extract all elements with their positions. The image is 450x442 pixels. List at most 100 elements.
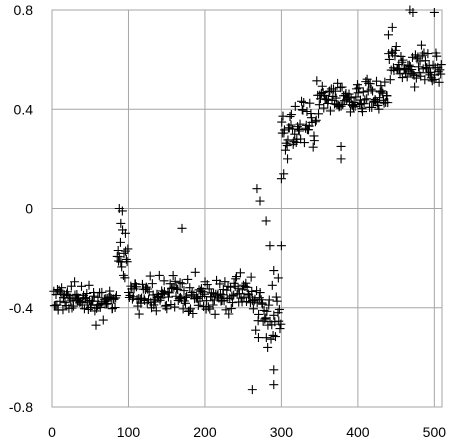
data-point xyxy=(174,293,184,303)
data-point xyxy=(168,271,178,281)
data-point xyxy=(248,304,258,314)
data-point xyxy=(290,129,300,139)
data-point xyxy=(306,113,316,123)
data-point xyxy=(435,65,445,75)
data-point xyxy=(413,52,423,62)
data-point xyxy=(247,385,257,395)
data-point xyxy=(350,101,360,111)
data-point xyxy=(159,276,169,286)
x-tick-label: 100 xyxy=(117,424,141,440)
data-point xyxy=(67,303,77,313)
data-point xyxy=(247,286,257,296)
data-point xyxy=(422,63,432,73)
data-point xyxy=(156,293,166,303)
data-point xyxy=(235,268,245,278)
data-point xyxy=(91,320,101,330)
data-point xyxy=(344,89,354,99)
data-point xyxy=(391,41,401,51)
data-point xyxy=(238,280,248,290)
data-point xyxy=(145,271,155,281)
data-point xyxy=(261,216,271,226)
data-point xyxy=(311,115,321,125)
data-point xyxy=(276,319,286,329)
data-point xyxy=(154,270,164,280)
data-point xyxy=(429,7,439,17)
data-point xyxy=(177,279,187,289)
data-point xyxy=(282,141,292,151)
data-point xyxy=(79,304,89,314)
data-point xyxy=(294,126,304,136)
data-point xyxy=(227,291,237,301)
x-tick-label: 400 xyxy=(346,424,370,440)
data-point xyxy=(319,90,329,100)
data-point xyxy=(273,273,283,283)
data-point xyxy=(185,283,195,293)
data-point xyxy=(269,310,279,320)
data-point xyxy=(383,30,393,40)
data-point xyxy=(110,303,120,313)
data-point xyxy=(402,72,412,82)
data-point xyxy=(290,101,300,111)
data-point xyxy=(115,237,125,247)
data-point xyxy=(371,76,381,86)
data-point xyxy=(366,84,376,94)
data-point xyxy=(175,278,185,288)
data-point xyxy=(277,117,287,127)
data-point xyxy=(286,120,296,130)
data-point xyxy=(120,273,130,283)
data-point xyxy=(252,184,262,194)
data-point xyxy=(262,306,272,316)
data-point xyxy=(193,300,203,310)
data-point xyxy=(390,45,400,55)
data-point xyxy=(188,309,198,319)
data-point xyxy=(358,87,368,97)
data-point xyxy=(299,97,309,107)
data-point xyxy=(117,206,127,216)
data-point xyxy=(355,100,365,110)
data-point xyxy=(268,330,278,340)
data-point xyxy=(353,88,363,98)
tick-labels: 0 100 200 300 400 500 0.8 0.4 0 -0.4 -0.8 xyxy=(9,2,446,440)
data-point xyxy=(82,298,92,308)
data-point xyxy=(129,284,139,294)
data-point xyxy=(380,77,390,87)
data-point xyxy=(362,94,372,104)
data-point xyxy=(314,109,324,119)
data-point xyxy=(387,22,397,32)
data-point xyxy=(274,304,284,314)
data-point xyxy=(83,304,93,314)
data-point xyxy=(410,82,420,92)
data-point xyxy=(162,304,172,314)
data-point xyxy=(312,76,322,86)
data-point xyxy=(367,102,377,112)
data-point xyxy=(295,119,305,129)
data-point xyxy=(117,262,127,272)
data-point xyxy=(261,333,271,343)
data-point xyxy=(170,276,180,286)
data-point xyxy=(319,103,329,113)
data-point xyxy=(202,296,212,306)
data-point xyxy=(253,333,263,343)
data-point xyxy=(224,309,234,319)
data-point xyxy=(432,51,442,61)
y-tick-label: 0.8 xyxy=(14,2,34,18)
data-point xyxy=(179,286,189,296)
data-point xyxy=(429,74,439,84)
data-point xyxy=(177,223,187,233)
data-point xyxy=(89,291,99,301)
data-point xyxy=(423,68,433,78)
data-point xyxy=(103,299,113,309)
data-point xyxy=(377,86,387,96)
data-point xyxy=(119,248,129,258)
data-point xyxy=(82,288,92,298)
data-point xyxy=(220,277,230,287)
data-point xyxy=(309,136,319,146)
data-point xyxy=(397,57,407,67)
data-point xyxy=(286,110,296,120)
data-point xyxy=(348,102,358,112)
data-point xyxy=(166,300,176,310)
x-tick-label: 200 xyxy=(193,424,217,440)
data-point xyxy=(95,302,105,312)
data-point xyxy=(365,79,375,89)
data-point xyxy=(246,272,256,282)
